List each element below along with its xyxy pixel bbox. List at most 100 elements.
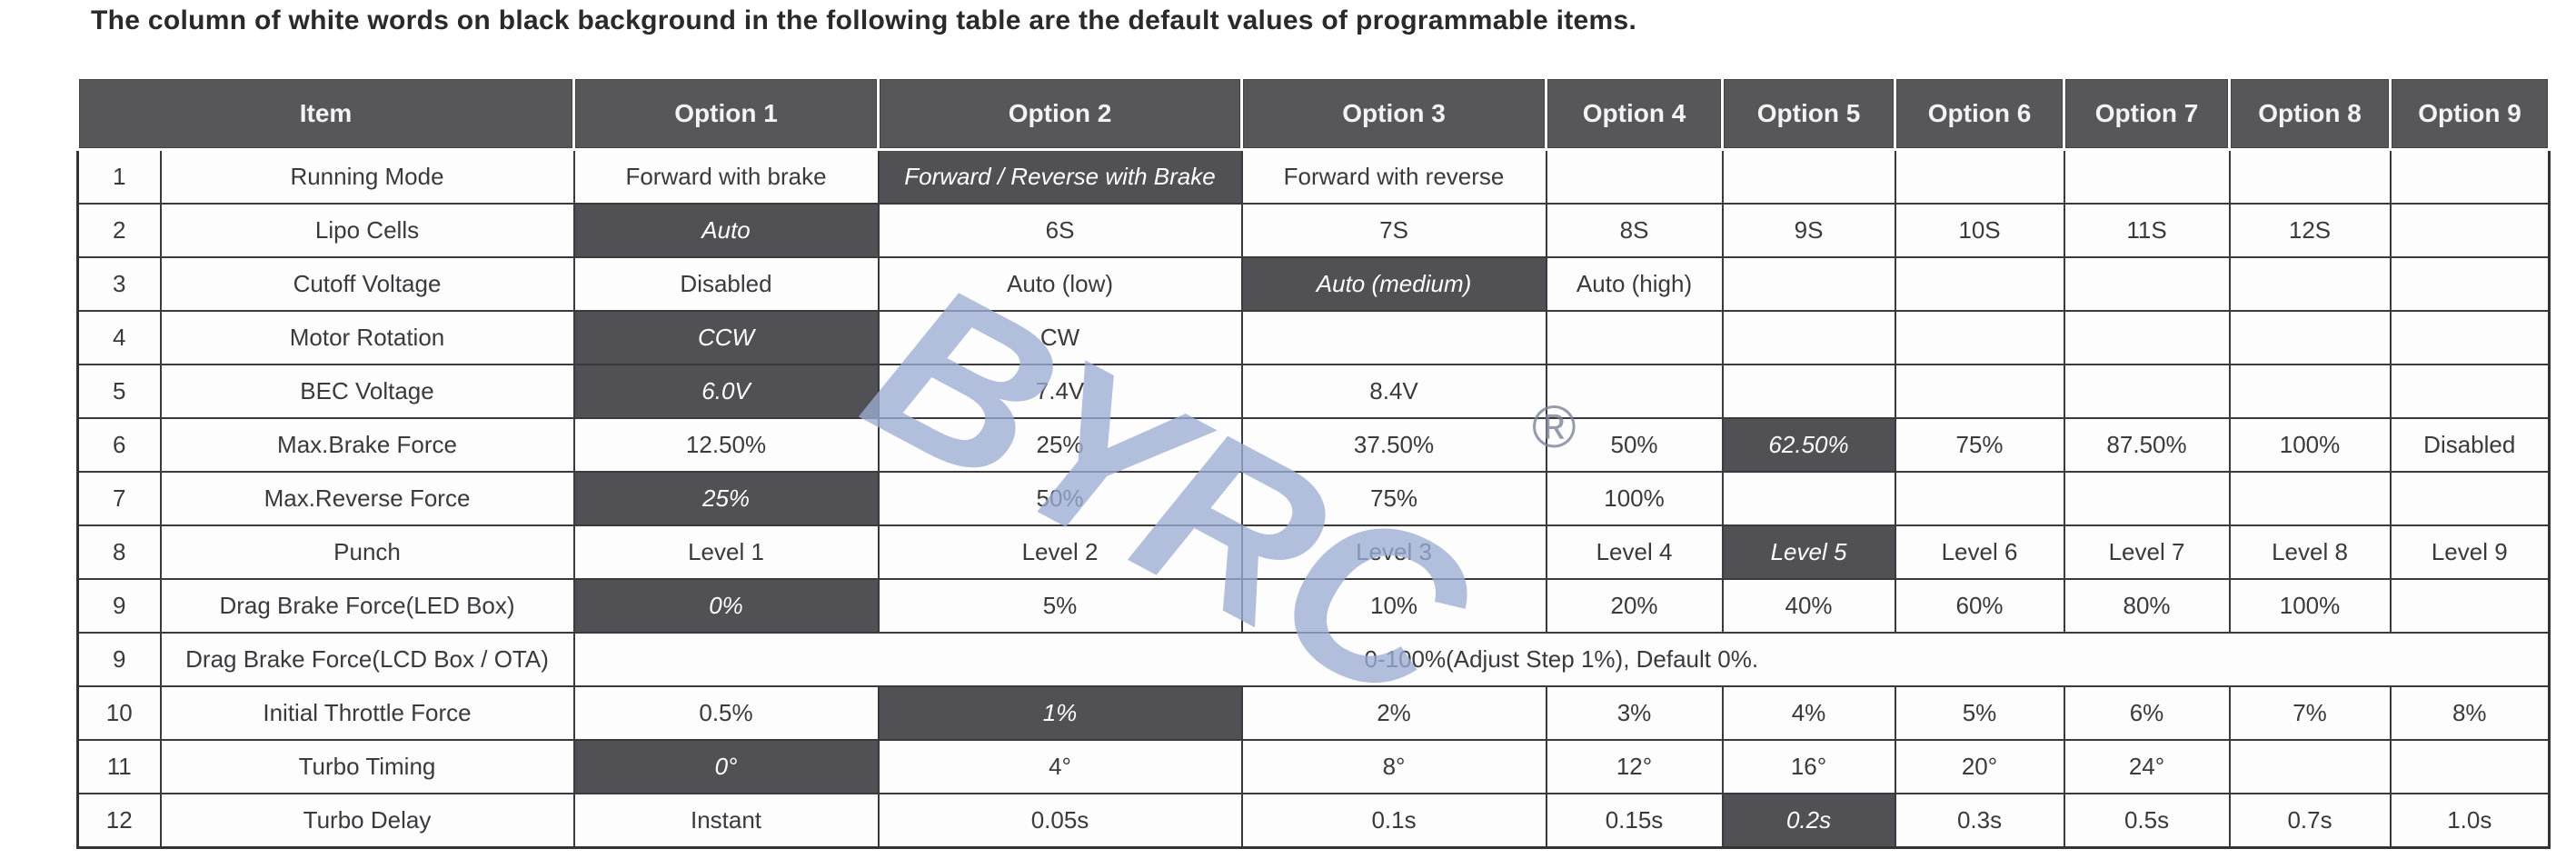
row-number: 11 <box>76 739 162 794</box>
option-cell <box>2228 739 2392 794</box>
item-label: Cutoff Voltage <box>159 256 575 312</box>
row-number: 3 <box>76 256 162 312</box>
table-row: 3 Cutoff Voltage Disabled Auto (low) Auto (m… <box>76 256 2551 312</box>
option-cell <box>2228 148 2392 205</box>
option-cell: 0.5s <box>2063 793 2231 849</box>
option-cell: 37.50% <box>1240 417 1547 473</box>
item-label: Drag Brake Force(LED Box) <box>159 578 575 634</box>
option-cell: 8% <box>2389 685 2551 741</box>
option-cell <box>1721 364 1896 419</box>
option-cell: CW <box>877 310 1243 365</box>
option-cell: 50% <box>1545 417 1724 473</box>
option-cell: 12.50% <box>572 417 880 473</box>
default-option-cell: Auto (medium) <box>1240 256 1547 312</box>
option-cell: Forward with brake <box>572 148 880 205</box>
option-cell: 40% <box>1721 578 1896 634</box>
option-cell: 16° <box>1721 739 1896 794</box>
option-cell: 11S <box>2063 203 2231 258</box>
option-cell <box>2389 148 2551 205</box>
item-label: Turbo Delay <box>159 793 575 849</box>
header-option-6: Option 6 <box>1894 76 2066 151</box>
option-cell: Disabled <box>572 256 880 312</box>
option-cell: 24° <box>2063 739 2231 794</box>
option-cell <box>2389 203 2551 258</box>
table-header: Item Option 1 Option 2 Option 3 Option 4… <box>75 76 2551 151</box>
table-row: 4 Motor Rotation CCW CW <box>76 310 2551 365</box>
option-cell: Level 1 <box>572 524 880 580</box>
row-number: 8 <box>76 524 162 580</box>
item-label: Punch <box>159 524 575 580</box>
option-cell: Level 2 <box>877 524 1243 580</box>
option-cell <box>2063 364 2231 419</box>
header-option-8: Option 8 <box>2228 76 2392 151</box>
option-cell: 0.7s <box>2228 793 2392 849</box>
header-item: Item <box>75 76 576 151</box>
option-cell <box>2228 364 2392 419</box>
table-row: 9 Drag Brake Force(LED Box) 0% 5% 10% 20% 40% 6… <box>76 578 2551 634</box>
table-row: 8 Punch Level 1 Level 2 Level 3 Level 4 Level … <box>76 524 2551 580</box>
option-cell: 12° <box>1545 739 1724 794</box>
option-cell: 0.5% <box>572 685 880 741</box>
option-cell: 100% <box>2228 578 2392 634</box>
option-cell: 87.50% <box>2063 417 2231 473</box>
table-row: 6 Max.Brake Force 12.50% 25% 37.50% 50% 62.50%… <box>76 417 2551 473</box>
option-cell <box>2063 471 2231 526</box>
row-number: 6 <box>76 417 162 473</box>
row-number: 7 <box>76 471 162 526</box>
option-cell: 3% <box>1545 685 1724 741</box>
header-option-3: Option 3 <box>1240 76 1548 151</box>
default-option-cell: 6.0V <box>572 364 880 419</box>
option-cell: 2% <box>1240 685 1547 741</box>
option-cell: 7.4V <box>877 364 1243 419</box>
option-cell: 6S <box>877 203 1243 258</box>
default-option-cell: Auto <box>572 203 880 258</box>
option-cell <box>1721 256 1896 312</box>
default-option-cell: 0.2s <box>1721 793 1896 849</box>
default-option-cell: 25% <box>572 471 880 526</box>
table-row: 11 Turbo Timing 0° 4° 8° 12° 16° 20° 24° <box>76 739 2551 794</box>
option-cell: 60% <box>1894 578 2065 634</box>
option-cell: 8° <box>1240 739 1547 794</box>
row-number: 2 <box>76 203 162 258</box>
option-cell: Level 8 <box>2228 524 2392 580</box>
table-row: 12 Turbo Delay Instant 0.05s 0.1s 0.15s 0.2s 0.… <box>76 793 2551 849</box>
item-label: Max.Brake Force <box>159 417 575 473</box>
option-cell: 10S <box>1894 203 2065 258</box>
header-option-2: Option 2 <box>877 76 1244 151</box>
option-cell <box>1545 364 1724 419</box>
option-cell <box>2389 578 2551 634</box>
table-body: 1 Running Mode Forward with brake Forward /… <box>76 148 2551 849</box>
table-row: 9 Drag Brake Force(LCD Box / OTA) 0-100%(A… <box>76 632 2551 687</box>
option-cell: 7S <box>1240 203 1547 258</box>
default-option-cell: CCW <box>572 310 880 365</box>
table-row: 2 Lipo Cells Auto 6S 7S 8S 9S 10S 11S 12S <box>76 203 2551 258</box>
option-cell: Level 9 <box>2389 524 2551 580</box>
option-cell <box>2389 471 2551 526</box>
default-option-cell: 0° <box>572 739 880 794</box>
option-cell <box>1240 310 1547 365</box>
option-cell: 9S <box>1721 203 1896 258</box>
option-cell: Level 4 <box>1545 524 1724 580</box>
option-cell: 20° <box>1894 739 2065 794</box>
option-cell: 8.4V <box>1240 364 1547 419</box>
header-row: Item Option 1 Option 2 Option 3 Option 4… <box>75 76 2551 151</box>
header-option-7: Option 7 <box>2063 76 2232 151</box>
option-cell: 6% <box>2063 685 2231 741</box>
item-label: Motor Rotation <box>159 310 575 365</box>
option-cell <box>1894 256 2065 312</box>
option-cell <box>1721 148 1896 205</box>
row-number: 1 <box>76 148 162 205</box>
item-label: Running Mode <box>159 148 575 205</box>
option-cell <box>2389 739 2551 794</box>
option-cell: 4° <box>877 739 1243 794</box>
default-option-cell: Forward / Reverse with Brake <box>877 148 1243 205</box>
option-cell: 7% <box>2228 685 2392 741</box>
default-option-cell: 1% <box>877 685 1243 741</box>
option-cell <box>1894 471 2065 526</box>
option-cell: Disabled <box>2389 417 2551 473</box>
option-cell: 100% <box>2228 417 2392 473</box>
option-cell <box>1894 148 2065 205</box>
item-label: Turbo Timing <box>159 739 575 794</box>
row-number: 12 <box>76 793 162 849</box>
row-number: 9 <box>76 578 162 634</box>
